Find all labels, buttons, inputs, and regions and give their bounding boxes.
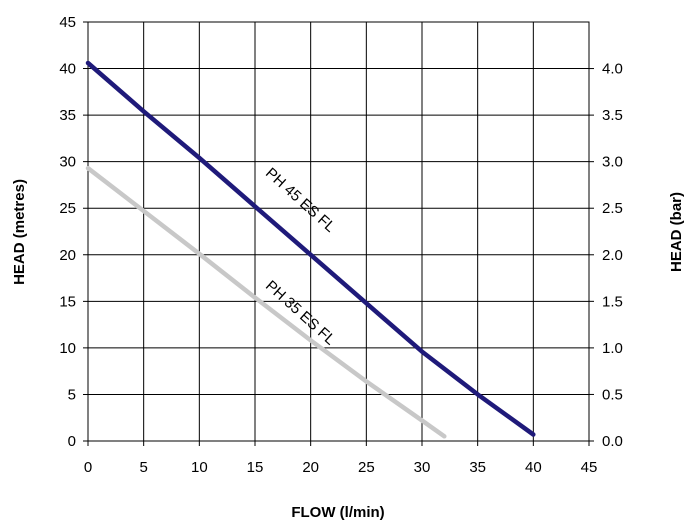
y2-tick-labels: 0.0 0.5 1.0 1.5 2.0 2.5 3.0 3.5 4.0 [602,61,623,450]
y2-tick-label: 1.5 [602,293,623,310]
y-tick-label: 35 [59,107,76,124]
grid-lines [83,21,594,446]
x-tick-label: 30 [414,459,431,476]
y2-tick-label: 4.0 [602,61,623,78]
y-axis-title: HEAD (metres) [11,179,28,285]
x-axis-title: FLOW (l/min) [291,504,384,521]
y2-tick-label: 2.0 [602,247,623,264]
y-tick-label: 30 [59,154,76,171]
y2-tick-label: 2.5 [602,200,623,217]
y-tick-label: 20 [59,247,76,264]
y-tick-label: 45 [59,14,76,31]
y-tick-label: 40 [59,61,76,78]
y-tick-labels: 0 5 10 15 20 25 30 35 40 45 [59,14,76,450]
x-tick-label: 25 [358,459,375,476]
x-tick-label: 40 [525,459,542,476]
x-tick-label: 0 [84,459,92,476]
y-tick-label: 10 [59,340,76,357]
series-line [85,165,447,439]
y2-tick-label: 1.0 [602,340,623,357]
x-tick-label: 35 [469,459,486,476]
x-tick-label: 45 [581,459,598,476]
x-tick-labels: 0 5 10 15 20 25 30 35 40 45 [84,459,598,476]
y-tick-label: 5 [68,386,76,403]
y2-tick-label: 0.0 [602,433,623,450]
series-lines [85,60,536,439]
y-tick-label: 15 [59,293,76,310]
x-tick-label: 10 [191,459,208,476]
x-tick-label: 15 [247,459,264,476]
y-tick-label: 0 [68,433,76,450]
y2-tick-label: 3.5 [602,107,623,124]
y2-axis-title: HEAD (bar) [668,192,685,272]
y2-tick-label: 0.5 [602,386,623,403]
x-tick-label: 5 [139,459,147,476]
y2-tick-label: 3.0 [602,154,623,171]
y-tick-label: 25 [59,200,76,217]
plot-frame [87,21,590,442]
x-tick-label: 20 [302,459,319,476]
series-line [85,60,536,437]
